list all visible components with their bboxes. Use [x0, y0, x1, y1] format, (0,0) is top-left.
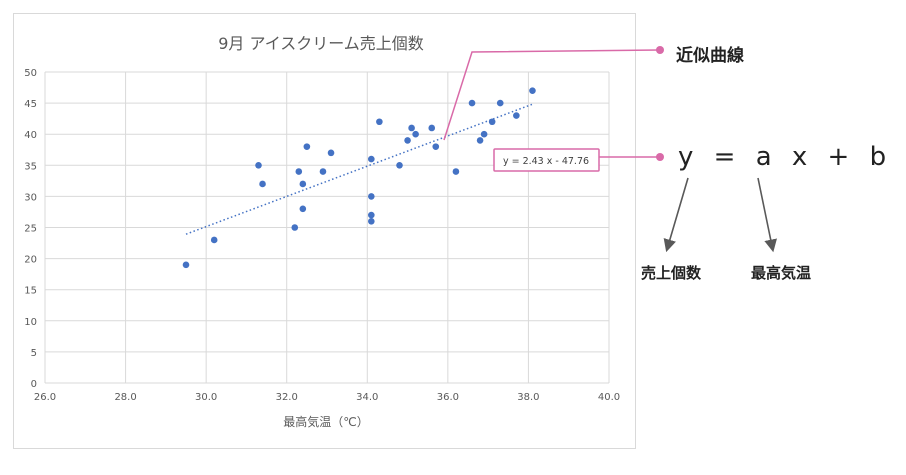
x-tick-label: 34.0 — [356, 392, 378, 403]
y-tick-label: 20 — [24, 255, 37, 266]
x-tick-label: 40.0 — [598, 392, 620, 403]
y-tick-label: 25 — [24, 224, 37, 235]
x-meaning-arrow — [757, 177, 777, 253]
data-point — [299, 180, 307, 188]
data-point — [513, 112, 520, 119]
scatter-chart: 9月 アイスクリーム売上個数 0 5 10 15 20 25 30 35 40 45 50 26.0… — [24, 34, 620, 429]
trendline — [185, 103, 533, 235]
y-tick-label: 10 — [24, 317, 37, 328]
x-meaning-label: 最高気温 — [751, 264, 812, 282]
data-point — [396, 162, 403, 169]
data-point — [295, 168, 303, 175]
x-tick-label: 32.0 — [276, 392, 298, 403]
linear-formula: y = a x + b — [678, 142, 893, 172]
trendline-callout-dot — [656, 46, 664, 54]
data-point — [468, 99, 476, 107]
y-tick-label: 15 — [24, 286, 37, 297]
data-point — [182, 261, 190, 269]
x-axis-ticks: 26.0 28.0 30.0 32.0 34.0 36.0 38.0 40.0 — [34, 392, 620, 403]
y-tick-label: 45 — [24, 99, 37, 110]
data-point — [428, 124, 436, 132]
y-tick-label: 30 — [24, 192, 37, 203]
x-tick-label: 28.0 — [114, 392, 136, 403]
data-point — [488, 118, 496, 126]
trendline-equation: y = 2.43 x - 47.76 — [503, 156, 589, 167]
gridlines — [44, 71, 610, 384]
x-axis-title: 最高気温（℃） — [283, 414, 368, 429]
data-point — [452, 168, 460, 175]
data-point — [408, 124, 415, 132]
trendline-equation-box — [493, 148, 600, 172]
data-point — [412, 130, 419, 138]
y-tick-label: 35 — [24, 161, 37, 172]
x-tick-label: 26.0 — [34, 392, 56, 403]
data-points — [182, 87, 536, 269]
data-point — [376, 118, 383, 126]
data-point — [368, 211, 375, 219]
equation-callout-dot — [656, 153, 664, 161]
data-point — [368, 217, 375, 225]
y-meaning-arrow — [663, 177, 689, 253]
data-point — [291, 224, 299, 231]
data-point — [368, 193, 375, 200]
y-tick-label: 0 — [31, 379, 37, 390]
y-tick-label: 50 — [24, 68, 37, 79]
data-point — [432, 143, 440, 150]
data-point — [529, 87, 536, 94]
y-tick-label: 40 — [24, 130, 37, 141]
x-tick-label: 36.0 — [437, 392, 459, 403]
data-point — [259, 180, 266, 188]
data-point — [319, 168, 327, 175]
chart-title: 9月 アイスクリーム売上個数 — [218, 34, 424, 53]
data-point — [299, 205, 307, 213]
trendline-annotation-label: 近似曲線 — [676, 46, 744, 66]
data-point — [404, 137, 411, 144]
x-tick-label: 30.0 — [195, 392, 217, 403]
data-point — [368, 155, 375, 163]
data-point — [255, 162, 262, 169]
data-point — [327, 149, 335, 157]
y-tick-label: 5 — [31, 348, 37, 359]
data-point — [496, 99, 504, 107]
trendline-group — [185, 103, 533, 235]
data-point — [480, 130, 488, 138]
data-point — [476, 137, 484, 144]
y-axis-ticks: 0 5 10 15 20 25 30 35 40 45 50 — [24, 68, 37, 390]
data-point — [210, 236, 218, 244]
y-meaning-label: 売上個数 — [641, 264, 702, 282]
chart-area: 9月 アイスクリーム売上個数 0 5 10 15 20 25 30 35 40 45 50 26.0… — [13, 13, 636, 449]
data-point — [303, 143, 311, 150]
x-tick-label: 38.0 — [517, 392, 539, 403]
